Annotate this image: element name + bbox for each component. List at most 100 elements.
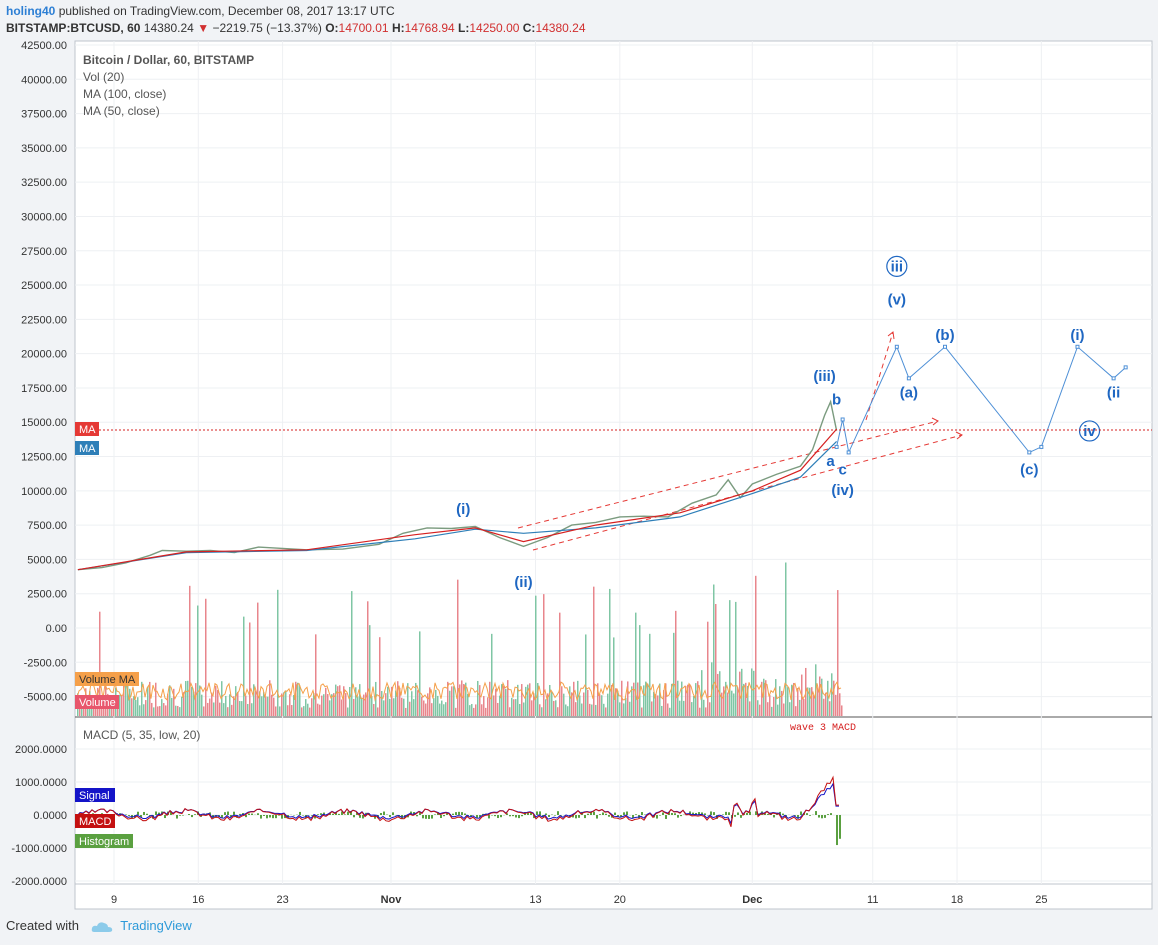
volume-bar xyxy=(457,579,459,716)
projection-node xyxy=(846,450,851,455)
volume-bar xyxy=(493,695,495,716)
histogram-bar xyxy=(431,815,433,819)
histogram-bar xyxy=(536,811,538,815)
legend-ma50: MA (50, close) xyxy=(83,104,160,118)
volume-bar xyxy=(495,688,497,716)
histogram-bar xyxy=(170,811,172,815)
volume-bar xyxy=(729,600,731,716)
last-price: 14380.24 xyxy=(143,21,194,35)
histogram-bar xyxy=(419,812,421,815)
volume-bar xyxy=(687,684,689,716)
volume-bar xyxy=(251,703,253,716)
volume-bar xyxy=(657,695,659,716)
volume-bar xyxy=(275,706,277,716)
author-link[interactable]: holing40 xyxy=(6,4,56,18)
volume-bar xyxy=(705,707,707,716)
histogram-bar xyxy=(452,813,454,815)
volume-bar xyxy=(419,631,421,716)
wave-label: (iii) xyxy=(813,368,836,385)
histogram-bar xyxy=(317,814,319,815)
volume-bar xyxy=(723,686,725,716)
volume-bar xyxy=(383,700,385,716)
volume-bar xyxy=(233,696,235,716)
volume-bar xyxy=(799,699,801,716)
volume-bar xyxy=(177,705,179,716)
volume-bar xyxy=(749,701,751,716)
histogram-bar xyxy=(392,812,394,815)
volume-bar xyxy=(441,700,443,716)
histogram-bar xyxy=(143,811,145,815)
histogram-bar xyxy=(284,815,286,819)
volume-bar xyxy=(711,662,713,716)
histogram-bar xyxy=(248,813,250,815)
histogram-bar xyxy=(695,812,697,815)
volume-bar xyxy=(777,704,779,716)
histogram-bar xyxy=(425,815,427,819)
volume-bar xyxy=(559,612,561,716)
projection-node xyxy=(834,444,839,449)
signal-tag-label: Signal xyxy=(79,790,110,802)
volume-bar xyxy=(679,700,681,716)
wave-label: (ii xyxy=(1107,385,1120,402)
volume-bar xyxy=(437,695,439,716)
low-value: 14250.00 xyxy=(469,21,520,35)
histogram-bar xyxy=(617,815,619,817)
wave-v-arrowhead xyxy=(887,331,895,340)
volume-bar xyxy=(157,706,159,716)
legend: Bitcoin / Dollar, 60, BITSTAMP Vol (20) … xyxy=(83,53,254,118)
volume-bar xyxy=(467,693,469,716)
wave-label: (b) xyxy=(935,327,954,344)
histogram-bar xyxy=(710,811,712,815)
volume-bar xyxy=(135,699,137,716)
volume-bar xyxy=(153,707,155,716)
volume-bar xyxy=(517,684,519,716)
volume-bar xyxy=(299,685,301,716)
volume-bar xyxy=(703,699,705,716)
volume-bar xyxy=(377,707,379,716)
volume-bar xyxy=(187,680,189,716)
legend-vol: Vol (20) xyxy=(83,70,124,84)
histogram-bar xyxy=(554,815,556,816)
volume-bar xyxy=(677,680,679,716)
histogram-bar xyxy=(341,811,343,815)
volume-bar xyxy=(289,694,291,716)
volume-bar xyxy=(523,702,525,716)
histogram-bar xyxy=(389,815,391,818)
volume-bar xyxy=(339,685,341,716)
histogram-bar xyxy=(674,813,676,815)
volume-bar xyxy=(281,693,283,716)
volume-bar xyxy=(465,682,467,716)
volume-bar xyxy=(417,690,419,716)
volume-bar xyxy=(349,686,351,716)
volume-bar xyxy=(515,699,517,716)
histogram-bar xyxy=(728,812,730,815)
volume-bar xyxy=(695,683,697,716)
wave-label: (c) xyxy=(1020,461,1038,478)
histogram-bar xyxy=(323,812,325,815)
volume-bar xyxy=(189,585,191,716)
tradingview-brand-link[interactable]: TradingView xyxy=(120,918,192,933)
upper-trendline xyxy=(517,420,939,529)
volume-bar xyxy=(611,684,613,716)
volume-bar xyxy=(731,690,733,716)
histogram-bar xyxy=(461,812,463,815)
volume-bar xyxy=(669,707,671,716)
histogram-bar xyxy=(329,813,331,815)
volume-bar xyxy=(665,683,667,716)
volume-bar xyxy=(433,698,435,716)
volume-bar xyxy=(633,682,635,716)
volume-bar xyxy=(367,601,369,716)
histogram-bar xyxy=(311,815,313,816)
high-label: H: xyxy=(391,21,405,35)
volume-bar xyxy=(519,703,521,716)
volume-bar xyxy=(223,703,225,716)
histogram-bar xyxy=(281,815,283,819)
volume-bar xyxy=(347,707,349,716)
histogram-bar xyxy=(665,815,667,819)
volume-bar xyxy=(701,670,703,716)
histogram-bar xyxy=(779,811,781,815)
wave-circle xyxy=(1078,420,1101,442)
wave-label: (i) xyxy=(456,501,470,518)
volume-bar xyxy=(121,694,123,716)
